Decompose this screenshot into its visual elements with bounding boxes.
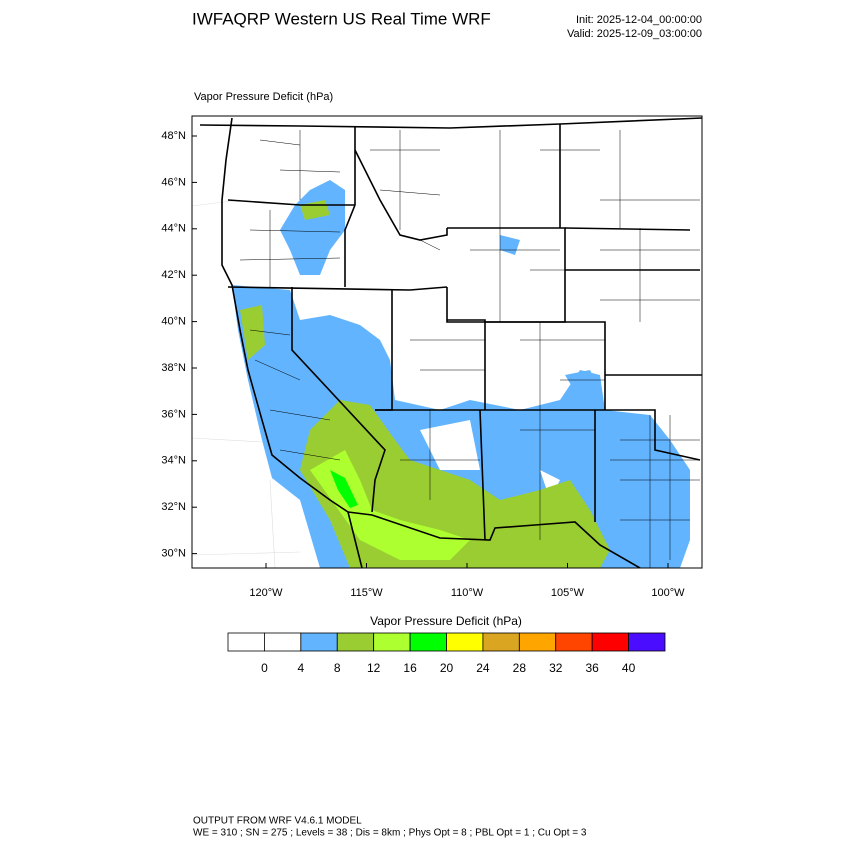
map-frame <box>191 115 703 569</box>
colorbar-box <box>373 632 411 652</box>
lon-label: 110°W <box>451 587 484 599</box>
vpd-fill-16-20 <box>330 470 358 508</box>
lat-label: 40°N <box>161 316 186 328</box>
lon-label: 105°W <box>551 587 585 599</box>
colorbar-box <box>264 632 302 652</box>
lat-label: 46°N <box>161 176 186 188</box>
colorbar-box <box>409 632 447 652</box>
title: IWFAQRP Western US Real Time WRF <box>192 9 491 28</box>
colorbar-box <box>446 632 484 652</box>
colorbar-label: 36 <box>585 661 599 675</box>
colorbar-label: 20 <box>440 661 454 675</box>
colorbar-label: 12 <box>367 661 381 675</box>
valid-time: Valid: 2025-12-09_03:00:00 <box>567 28 702 40</box>
colorbar-label: 0 <box>261 661 268 675</box>
colorbar-title: Vapor Pressure Deficit (hPa) <box>370 614 522 628</box>
colorbar-box <box>628 632 666 652</box>
state-borders <box>199 117 702 568</box>
colorbar-box <box>482 632 520 652</box>
colorbar: 0 4 8 12 16 20 24 28 32 36 40 <box>227 632 666 675</box>
colorbar-label: 4 <box>297 661 304 675</box>
colorbar-label: 16 <box>403 661 417 675</box>
colorbar-label: 8 <box>334 661 341 675</box>
map <box>191 115 703 569</box>
lat-label: 38°N <box>161 362 186 374</box>
footer-line: WE = 310 ; SN = 275 ; Levels = 38 ; Dis … <box>193 828 587 839</box>
lat-label: 34°N <box>161 455 186 467</box>
lat-label: 44°N <box>161 223 186 235</box>
lat-label: 32°N <box>161 501 186 513</box>
lon-label: 120°W <box>249 587 283 599</box>
colorbar-label: 32 <box>549 661 563 675</box>
lon-label: 115°W <box>350 587 383 599</box>
county-lines <box>239 130 700 568</box>
footer-line: OUTPUT FROM WRF V4.6.1 MODEL <box>193 816 362 827</box>
colorbar-box <box>555 632 593 652</box>
field-label: Vapor Pressure Deficit (hPa) <box>194 91 333 103</box>
colorbar-box <box>591 632 629 652</box>
vpd-fill-12-16 <box>310 450 470 560</box>
lat-label: 36°N <box>161 408 186 420</box>
map-axes: 48°N 46°N 44°N 42°N 40°N 38°N 36°N 34°N 32°N 30°N… <box>161 130 685 599</box>
colorbar-box <box>518 632 557 652</box>
map-content <box>192 117 702 568</box>
lat-label: 30°N <box>161 548 186 560</box>
colorbar-label: 40 <box>622 661 636 675</box>
lon-label: 100°W <box>651 587 685 599</box>
colorbar-box <box>300 632 338 652</box>
init-time: Init: 2025-12-04_00:00:00 <box>576 14 702 26</box>
colorbar-box <box>336 632 375 652</box>
colorbar-box <box>227 632 265 652</box>
lat-label: 48°N <box>161 130 186 142</box>
vpd-holes <box>415 340 560 500</box>
lat-label: 42°N <box>161 269 186 281</box>
colorbar-label: 24 <box>476 661 490 675</box>
colorbar-label: 28 <box>513 661 527 675</box>
